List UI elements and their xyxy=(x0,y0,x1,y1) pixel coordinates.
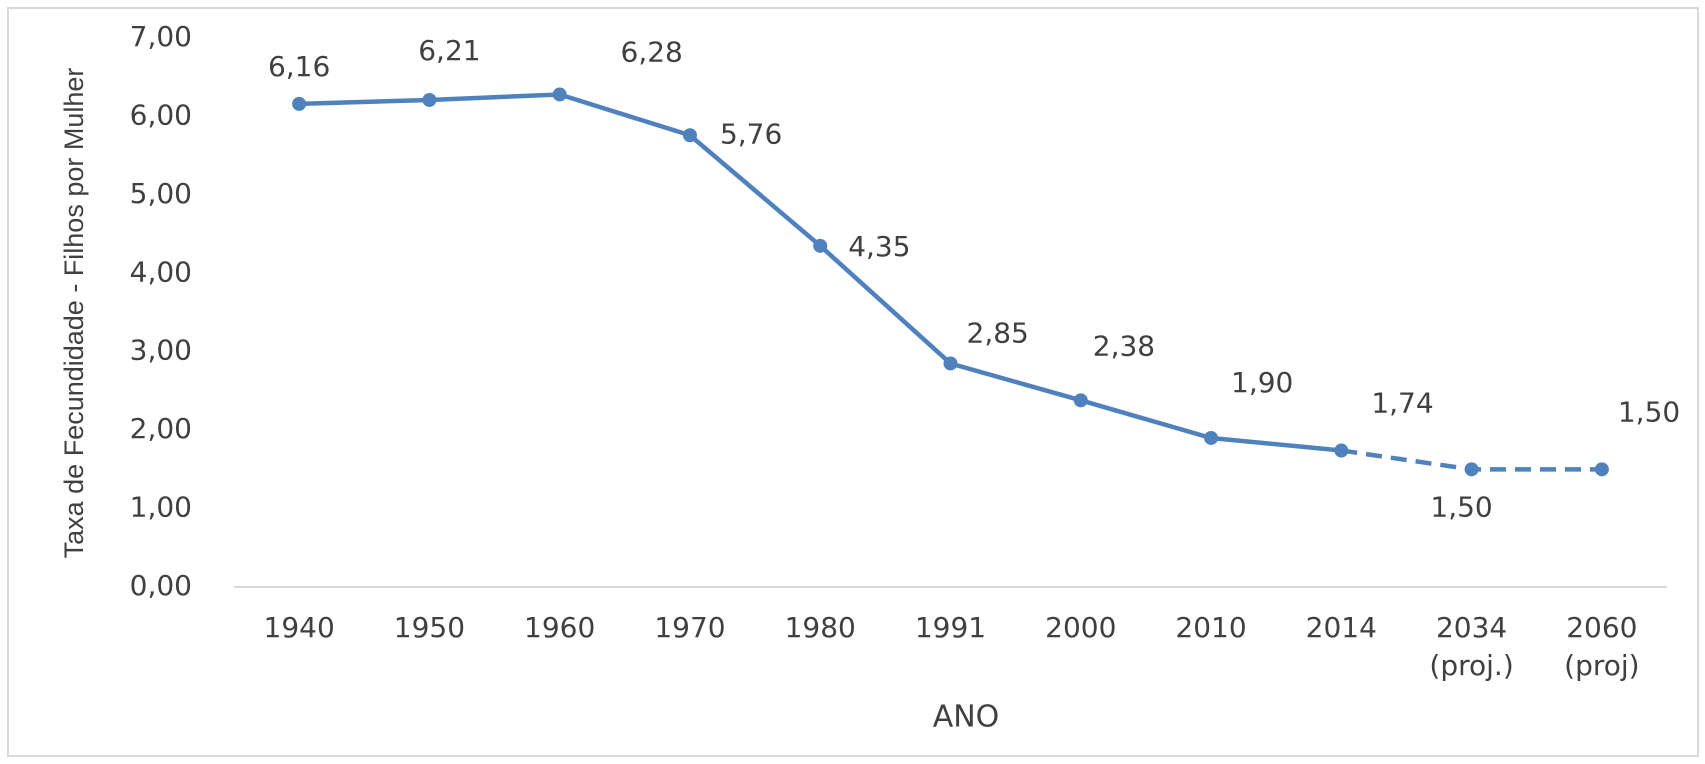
point xyxy=(682,128,697,143)
y-tick-label: 2,00 xyxy=(130,412,192,445)
data-label: 1,90 xyxy=(1231,366,1293,399)
data-label: 5,76 xyxy=(720,117,782,150)
y-tick-label: 5,00 xyxy=(130,177,192,210)
x-tick-label: 2060 (proj) xyxy=(1564,611,1639,682)
y-tick-label: 6,00 xyxy=(130,98,192,131)
data-label: 4,35 xyxy=(848,230,910,263)
data-label: 2,85 xyxy=(967,316,1029,349)
y-tick-label: 4,00 xyxy=(130,255,192,288)
point xyxy=(1334,443,1349,458)
x-tick-label: 2014 xyxy=(1306,611,1377,644)
point xyxy=(422,92,437,107)
chart-border xyxy=(7,7,1699,757)
y-axis-title: Taxa de Fecundidade - Filhos por Mulher xyxy=(59,68,89,559)
x-axis-title: ANO xyxy=(933,700,1000,735)
point xyxy=(1594,462,1609,477)
data-label: 6,21 xyxy=(418,34,480,67)
y-tick-label: 1,00 xyxy=(130,491,192,524)
x-tick-label: 1960 xyxy=(524,611,595,644)
x-tick-label: 2000 xyxy=(1045,611,1116,644)
x-tick-label: 2010 xyxy=(1175,611,1246,644)
x-tick-label: 1970 xyxy=(654,611,725,644)
x-tick-label: 2034 (proj.) xyxy=(1429,611,1513,682)
y-tick-label: 3,00 xyxy=(130,334,192,367)
line xyxy=(299,92,1342,453)
point xyxy=(813,238,828,253)
x-tick-label: 1991 xyxy=(915,611,986,644)
data-label: 1,50 xyxy=(1430,490,1492,523)
x-tick-label: 1940 xyxy=(264,611,335,644)
data-label: 6,16 xyxy=(268,50,330,83)
point xyxy=(943,356,958,371)
data-label: 6,28 xyxy=(621,35,683,68)
x-tick-label: 1980 xyxy=(785,611,856,644)
point xyxy=(1464,462,1479,477)
point xyxy=(1204,430,1219,445)
y-tick-label: 0,00 xyxy=(130,569,192,602)
data-label: 1,50 xyxy=(1618,395,1680,428)
point xyxy=(552,87,567,102)
y-tick-label: 7,00 xyxy=(130,20,192,53)
point xyxy=(292,96,307,111)
point xyxy=(1073,393,1088,408)
data-label: 2,38 xyxy=(1093,329,1155,362)
data-label: 1,74 xyxy=(1371,387,1433,420)
x-tick-label: 1950 xyxy=(394,611,465,644)
